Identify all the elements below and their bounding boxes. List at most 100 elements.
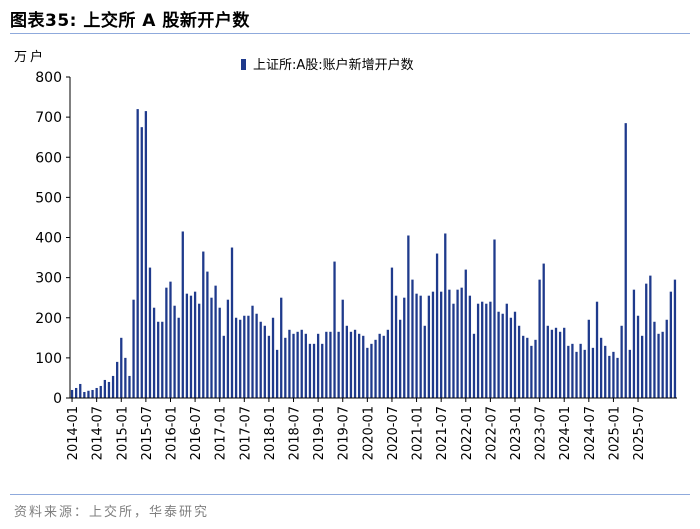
x-tick-label: 2016-07 [189, 406, 204, 460]
bar [341, 299, 344, 398]
bar [550, 329, 554, 398]
bar [464, 269, 467, 398]
bar [538, 279, 541, 398]
bar [534, 339, 537, 398]
bar [337, 331, 340, 398]
bar [665, 319, 668, 398]
x-tick-label: 2024-01 [558, 406, 573, 460]
bar [370, 343, 373, 398]
bar [300, 329, 303, 398]
y-tick-label: 800 [35, 70, 62, 86]
bar [210, 297, 213, 398]
bar [271, 317, 275, 398]
bar [546, 325, 549, 398]
y-tick-label: 400 [35, 231, 62, 247]
bar [481, 301, 484, 398]
bar [353, 329, 357, 398]
bar [226, 299, 230, 398]
source-note: 资料来源：上交所，华泰研究 [14, 505, 210, 520]
legend: 上证所:A股:账户新增开户数 [241, 57, 414, 73]
bar [116, 361, 119, 398]
bar [394, 295, 398, 398]
bar [608, 355, 611, 398]
x-tick-label: 2018-01 [263, 406, 278, 460]
bar [522, 335, 525, 398]
bar [509, 317, 513, 398]
x-axis: 2014-01 2014-07 2015-01 2015-07 2016-01 2016-… [66, 397, 677, 460]
bar [587, 319, 590, 398]
bar [198, 303, 201, 398]
bar [345, 325, 348, 398]
bar [399, 319, 402, 398]
bar [366, 347, 369, 398]
bar [604, 345, 607, 398]
bar [292, 333, 295, 398]
bar [230, 247, 234, 398]
bar [284, 337, 287, 398]
bar [649, 275, 652, 398]
bar [497, 311, 500, 398]
bar [267, 335, 271, 398]
bar [132, 299, 135, 398]
bar [308, 343, 312, 398]
bar [83, 391, 86, 398]
bar [161, 321, 164, 398]
bar [632, 289, 636, 398]
bar [99, 385, 102, 398]
bar [456, 289, 459, 398]
bar [563, 327, 566, 398]
bar [628, 349, 631, 398]
bar [152, 307, 156, 398]
bar [148, 267, 152, 398]
y-axis: 0 100 200 300 400 500 600 700 800 [35, 70, 71, 407]
bar [517, 325, 521, 398]
bar [554, 327, 558, 398]
x-tick-label: 2023-07 [534, 406, 549, 460]
bar [169, 281, 172, 398]
bar [321, 343, 324, 398]
x-tick-label: 2019-07 [337, 406, 352, 460]
bar [316, 333, 320, 398]
bar [591, 347, 595, 398]
bar [407, 235, 410, 398]
source-divider [10, 494, 690, 495]
bar [214, 285, 217, 398]
bar [79, 383, 82, 398]
bar [423, 325, 426, 398]
bar [165, 287, 168, 398]
x-tick-label: 2014-01 [66, 406, 81, 460]
bar [107, 381, 111, 398]
bar [427, 295, 431, 398]
bar [136, 109, 139, 398]
bar [189, 295, 193, 398]
bar [374, 339, 377, 398]
bar [87, 390, 90, 398]
bar [444, 233, 447, 398]
bar [259, 321, 262, 398]
bar [501, 313, 504, 398]
bar [222, 335, 225, 398]
bar [558, 331, 562, 398]
x-tick-label: 2021-07 [435, 406, 450, 460]
bar [431, 291, 435, 398]
bar [239, 319, 242, 398]
bar [120, 337, 123, 398]
bar [616, 357, 619, 398]
bar [485, 303, 488, 398]
bar [599, 337, 603, 398]
bar [362, 335, 365, 398]
bar [489, 301, 492, 398]
bar [419, 295, 422, 398]
x-tick-label: 2019-01 [312, 406, 327, 460]
bar [645, 283, 648, 398]
bar [296, 331, 299, 398]
bar [567, 345, 570, 398]
bar [415, 293, 418, 398]
bar [382, 335, 385, 398]
bar [505, 303, 508, 398]
y-axis-unit: 万户 [14, 49, 46, 65]
bar [435, 253, 439, 398]
bar [571, 343, 574, 398]
bar [595, 301, 599, 398]
bar [653, 321, 656, 398]
